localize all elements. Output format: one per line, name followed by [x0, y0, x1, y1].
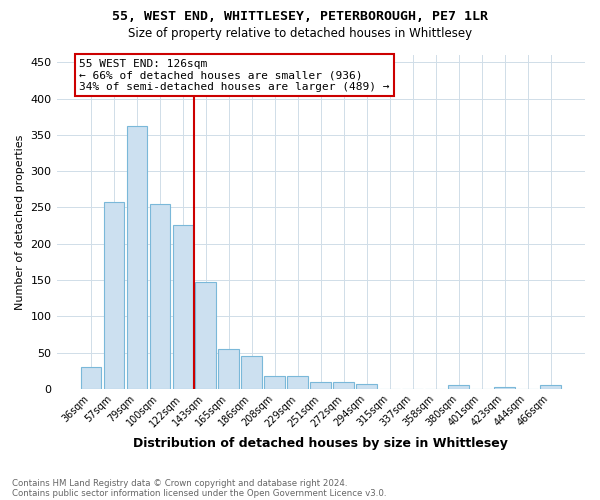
Bar — [218, 349, 239, 389]
Text: 55, WEST END, WHITTLESEY, PETERBOROUGH, PE7 1LR: 55, WEST END, WHITTLESEY, PETERBOROUGH, … — [112, 10, 488, 23]
X-axis label: Distribution of detached houses by size in Whittlesey: Distribution of detached houses by size … — [133, 437, 508, 450]
Text: Size of property relative to detached houses in Whittlesey: Size of property relative to detached ho… — [128, 28, 472, 40]
Bar — [173, 225, 193, 389]
Bar — [494, 386, 515, 389]
Bar — [265, 376, 285, 389]
Text: 55 WEST END: 126sqm
← 66% of detached houses are smaller (936)
34% of semi-detac: 55 WEST END: 126sqm ← 66% of detached ho… — [79, 58, 390, 92]
Bar — [196, 282, 216, 389]
Bar — [127, 126, 147, 389]
Bar — [356, 384, 377, 389]
Bar — [310, 382, 331, 389]
Bar — [241, 356, 262, 389]
Bar — [104, 202, 124, 389]
Bar — [80, 367, 101, 389]
Text: Contains public sector information licensed under the Open Government Licence v3: Contains public sector information licen… — [12, 488, 386, 498]
Y-axis label: Number of detached properties: Number of detached properties — [15, 134, 25, 310]
Bar — [287, 376, 308, 389]
Bar — [149, 204, 170, 389]
Text: Contains HM Land Registry data © Crown copyright and database right 2024.: Contains HM Land Registry data © Crown c… — [12, 478, 347, 488]
Bar — [540, 385, 561, 389]
Bar — [334, 382, 354, 389]
Bar — [448, 385, 469, 389]
